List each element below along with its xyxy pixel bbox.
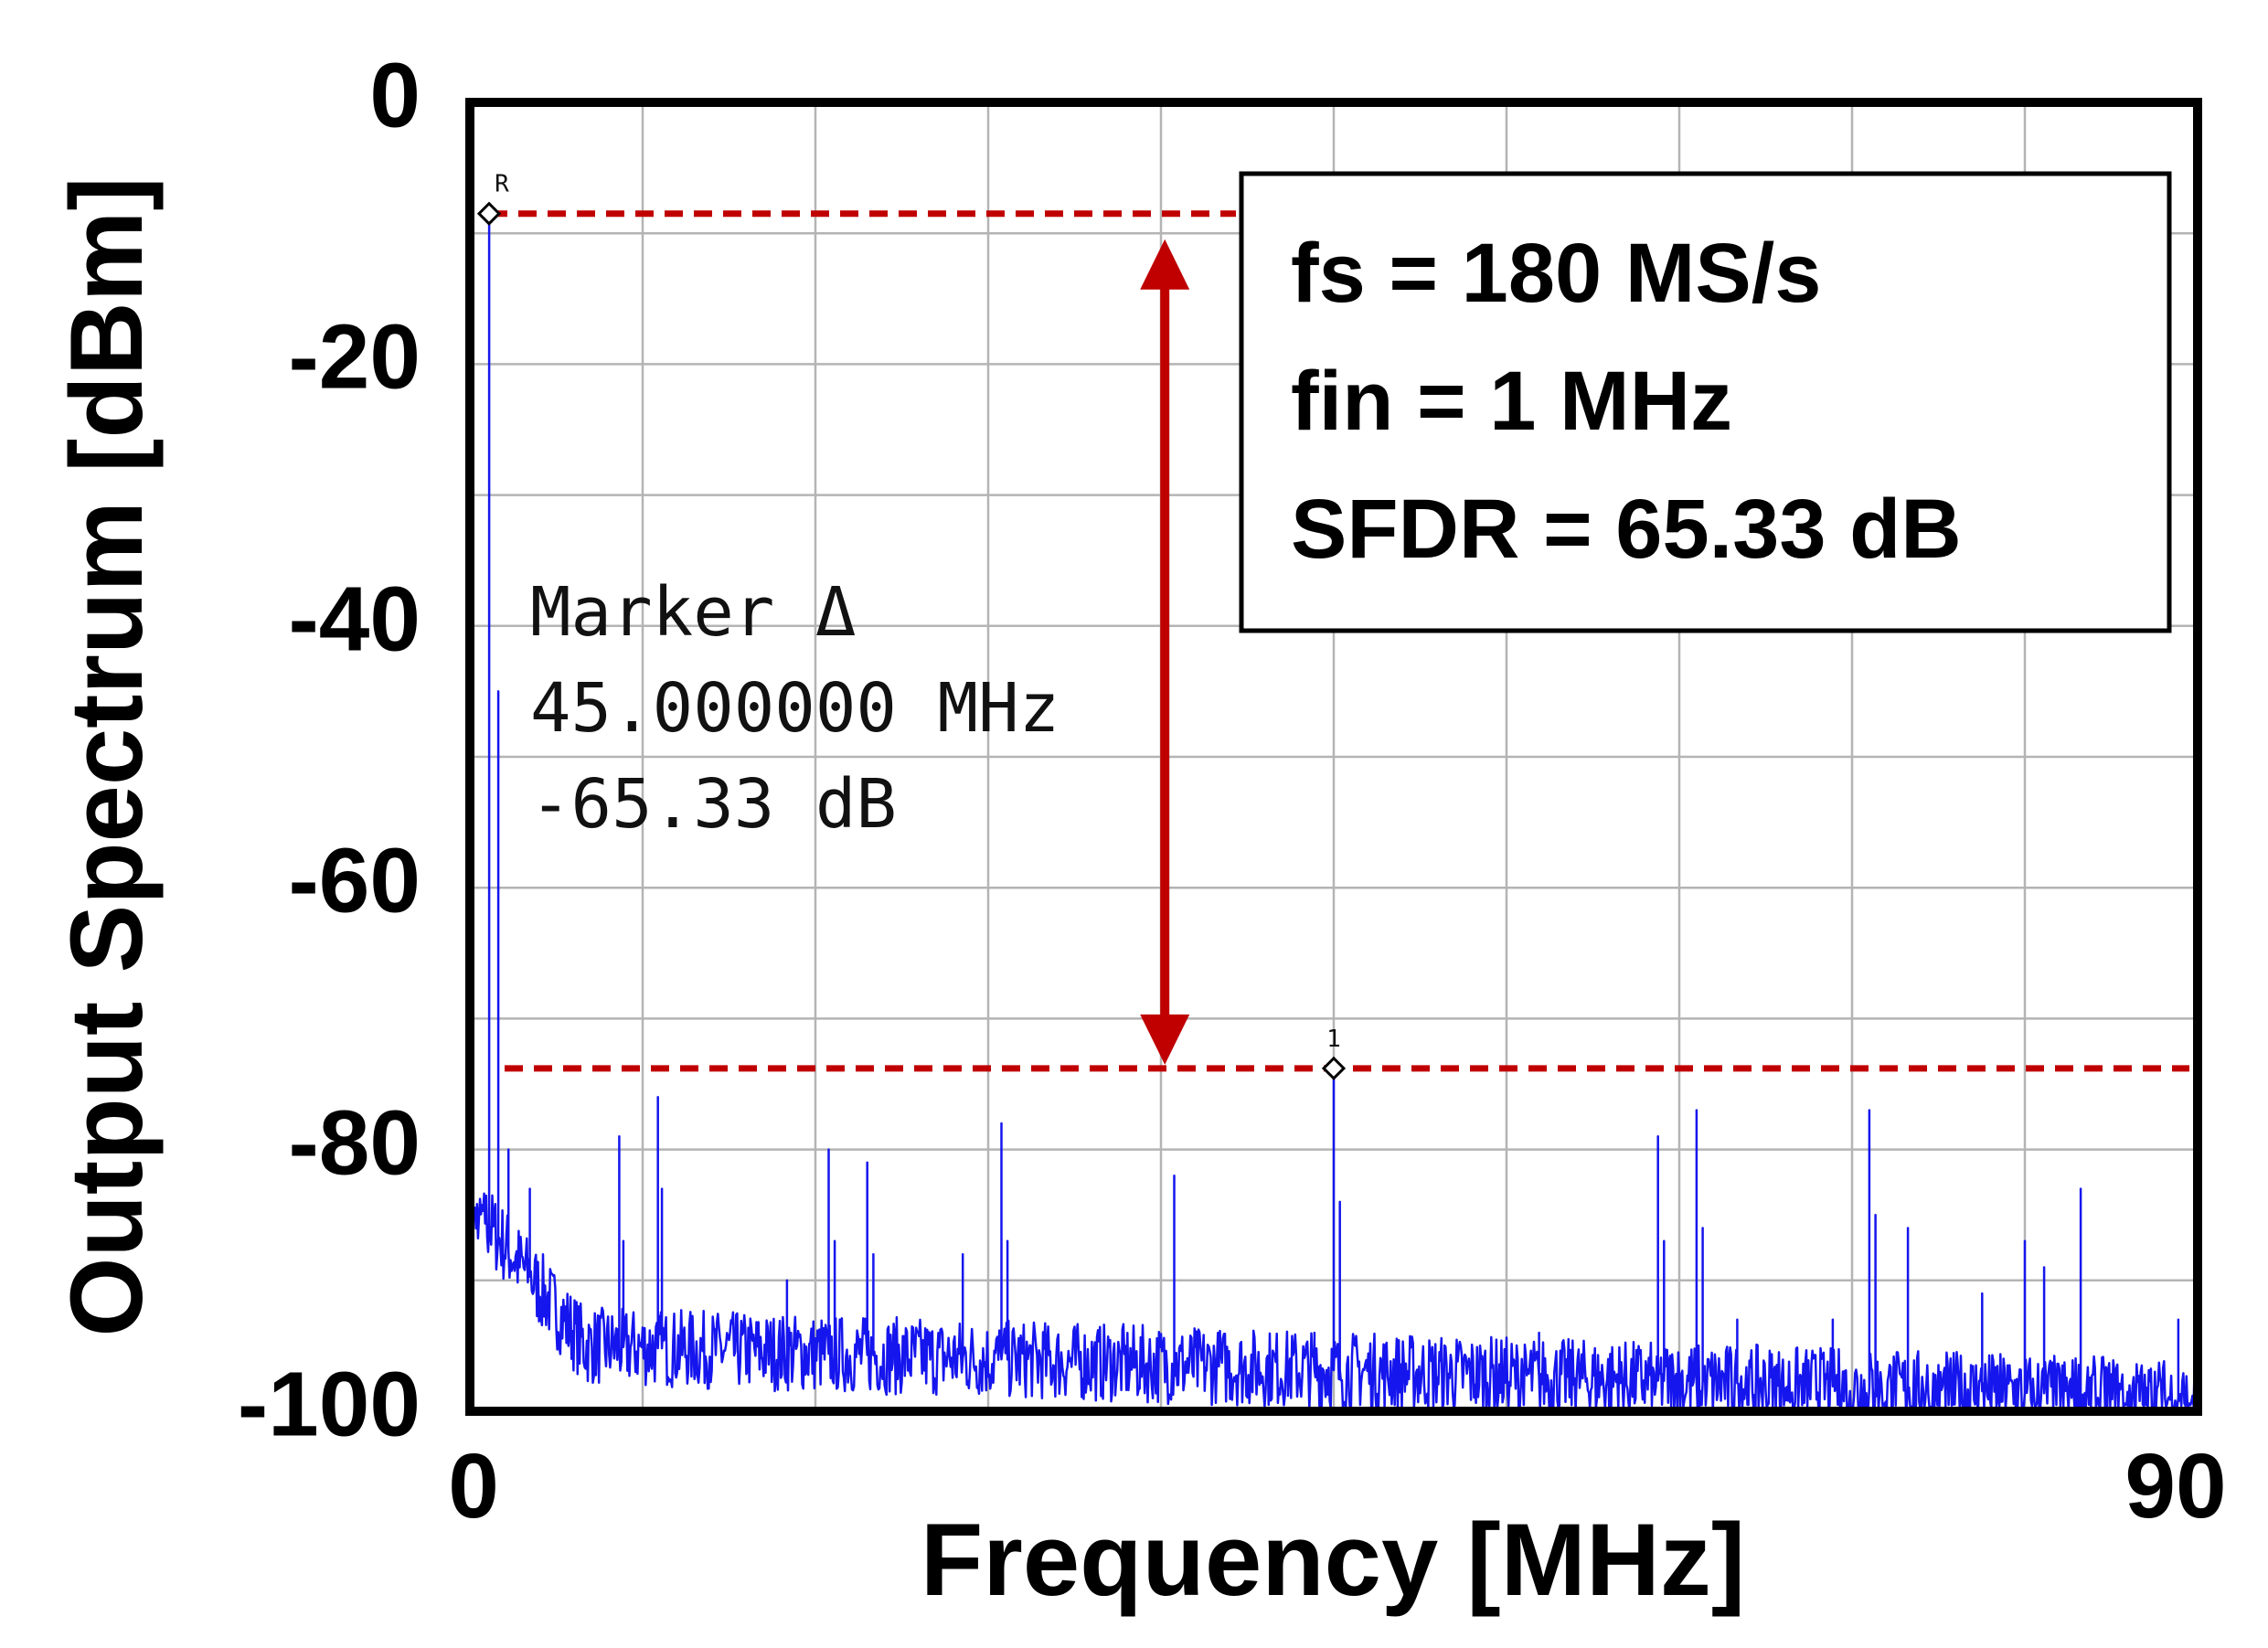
info-box	[1239, 171, 2172, 633]
y-tick-label-0: 0	[369, 44, 421, 146]
y-tick-label-80: -80	[288, 1091, 421, 1194]
x-axis-title: Frequency [MHz]	[921, 1503, 1745, 1617]
y-tick-label-40: -40	[288, 568, 421, 670]
annotation-group: R1	[476, 171, 2189, 1080]
info-sfdr: SFDR = 65.33 dB	[1291, 483, 1962, 576]
marker-label-reference: R	[495, 171, 509, 198]
marker-readout-delta: -65.33 dB	[530, 765, 897, 844]
y-axis-title: Output Spectrum [dBm]	[49, 176, 164, 1336]
marker-label-delta: 1	[1326, 1026, 1341, 1053]
x-tick-label-0: 0	[448, 1435, 499, 1537]
marker-readout-frequency: 45.000000 MHz	[530, 669, 1059, 748]
sfdr-arrow-head-up	[1140, 239, 1190, 290]
x-tick-label-90: 90	[2124, 1435, 2226, 1537]
spectrum-trace-group	[468, 212, 2199, 1413]
sfdr-arrow-head-down	[1140, 1014, 1190, 1065]
info-sampling-rate: fs = 180 MS/s	[1291, 227, 1821, 320]
y-tick-label-60: -60	[288, 829, 421, 931]
plot-frame	[465, 98, 2202, 1416]
spectrum-trace	[468, 212, 2199, 1413]
y-tick-label-100: -100	[238, 1353, 421, 1455]
marker-readout-title: Marker Δ	[530, 573, 856, 652]
marker-diamond-delta	[1321, 1056, 1347, 1080]
info-input-frequency: fin = 1 MHz	[1291, 355, 1732, 448]
y-tick-label-20: -20	[288, 305, 421, 408]
marker-diamond-reference	[476, 201, 502, 226]
